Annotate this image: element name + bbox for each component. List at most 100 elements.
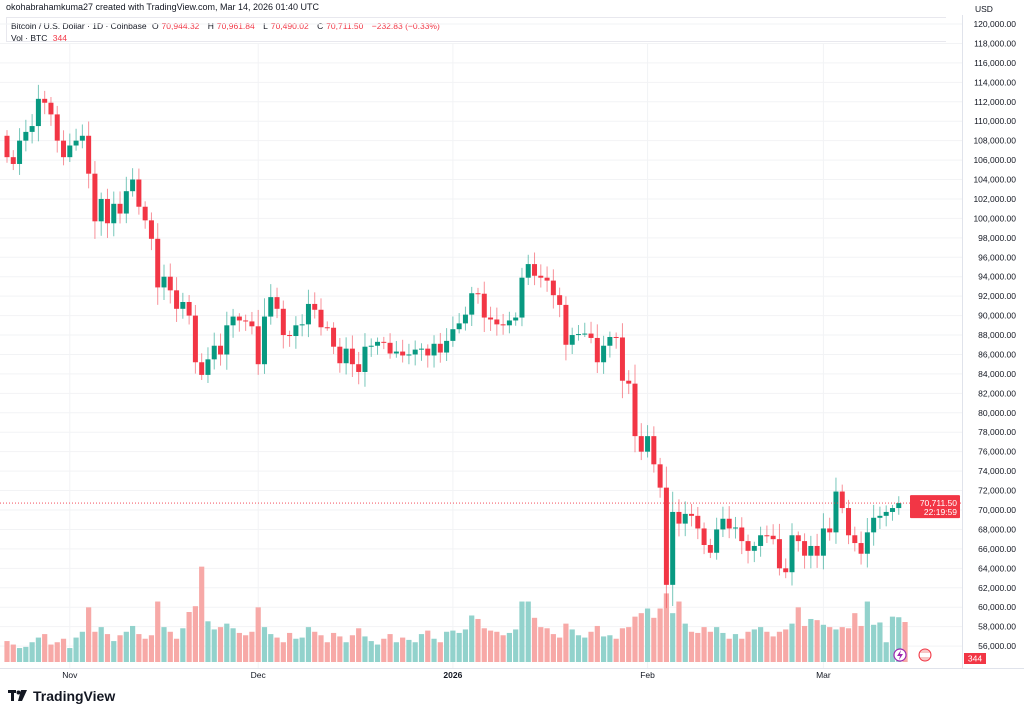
volume-bar xyxy=(626,627,632,662)
volume-bar xyxy=(111,641,117,662)
volume-bar xyxy=(632,616,638,662)
volume-bar xyxy=(35,637,41,662)
volume-bar xyxy=(864,601,870,662)
volume-bar xyxy=(167,631,173,662)
volume-bar xyxy=(199,566,205,662)
volume-bar xyxy=(619,628,626,662)
volume-bar xyxy=(387,634,393,662)
candle-body xyxy=(550,280,556,296)
volume-bar xyxy=(839,627,845,662)
y-tick-label: 78,000.00 xyxy=(978,427,1016,437)
candle-body xyxy=(10,157,16,164)
candle-body xyxy=(123,191,129,214)
candle-body xyxy=(92,173,98,222)
volume-bar xyxy=(400,637,406,662)
y-tick-label: 110,000.00 xyxy=(974,116,1016,126)
candle-body xyxy=(268,297,274,317)
candle-body xyxy=(192,315,198,363)
tradingview-logo[interactable]: TradingView xyxy=(8,688,115,704)
candle-body xyxy=(689,513,695,516)
candle-body xyxy=(431,343,437,356)
y-tick-label: 96,000.00 xyxy=(978,252,1016,262)
candle-body xyxy=(261,316,267,365)
volume-bar xyxy=(657,608,663,662)
candle-body xyxy=(437,343,443,353)
candle-body xyxy=(820,528,826,556)
candle-body xyxy=(494,319,500,325)
volume-bar xyxy=(230,628,236,662)
volume-badge xyxy=(964,653,986,664)
y-tick-label: 68,000.00 xyxy=(978,524,1016,534)
volume-bar xyxy=(192,606,198,662)
candle-body xyxy=(889,508,895,512)
volume-bar xyxy=(98,627,104,662)
x-tick-label: Nov xyxy=(62,670,78,680)
candle-body xyxy=(481,293,487,318)
candle-body xyxy=(726,518,732,529)
volume-bar xyxy=(236,632,242,662)
volume-bar xyxy=(437,642,443,662)
candle-body xyxy=(35,98,41,127)
candle-body xyxy=(814,545,820,556)
volume-bar xyxy=(393,642,399,662)
candle-body xyxy=(676,511,682,524)
candle-body xyxy=(682,513,688,524)
candle-body xyxy=(280,308,286,336)
y-tick-label: 62,000.00 xyxy=(978,583,1016,593)
volume-bar xyxy=(261,627,268,662)
candle-body xyxy=(343,348,349,364)
volume-bar xyxy=(663,593,669,662)
candle-body xyxy=(795,535,801,542)
candle-body xyxy=(142,206,148,221)
volume-bar xyxy=(820,624,826,662)
y-tick-label: 106,000.00 xyxy=(973,155,1016,165)
volume-bar xyxy=(481,628,487,662)
volume-bar xyxy=(243,635,249,662)
candle-body xyxy=(852,535,858,544)
candle-body xyxy=(218,345,224,355)
y-tick-label: 58,000.00 xyxy=(978,622,1016,632)
candle-body xyxy=(858,543,864,554)
volume-bar xyxy=(682,623,688,662)
candle-body xyxy=(161,276,167,288)
candle-body xyxy=(356,364,362,372)
volume-bar xyxy=(418,634,425,662)
volume-bar xyxy=(155,601,161,662)
volume-bar xyxy=(431,638,437,662)
volume-bar xyxy=(651,617,657,662)
last-price-label: 70,711.50 xyxy=(920,498,957,508)
y-tick-label: 80,000.00 xyxy=(978,408,1016,418)
y-tick-label: 108,000.00 xyxy=(973,136,1016,146)
symbol-title[interactable]: Bitcoin / U.S. Dollar · 1D · Coinbase xyxy=(11,21,147,31)
candle-body xyxy=(877,515,883,518)
candle-body xyxy=(104,198,110,224)
y-tick-label: 94,000.00 xyxy=(978,272,1016,282)
volume-bar xyxy=(92,631,98,662)
volume-bar xyxy=(86,607,92,662)
candle-body xyxy=(500,324,506,326)
candle-body xyxy=(513,317,519,321)
ohlc-low-label: L xyxy=(263,21,268,31)
volume-bar xyxy=(337,636,343,662)
volume-bar xyxy=(381,638,387,662)
ohlc-low-value: 70,490.02 xyxy=(270,21,309,31)
candle-body xyxy=(588,333,594,338)
ohlc-high: H 70,961.84 xyxy=(208,21,258,31)
y-tick-label: 120,000.00 xyxy=(973,19,1016,29)
ohlc-low: L 70,490.02 xyxy=(263,21,312,31)
candle-body xyxy=(362,346,368,372)
ohlc-close-label: C xyxy=(317,21,324,31)
volume-legend-label: Vol · BTC xyxy=(11,33,48,43)
candle-body xyxy=(720,518,726,530)
y-tick-label: 102,000.00 xyxy=(973,194,1016,204)
volume-bar xyxy=(79,631,85,662)
candle-body xyxy=(393,351,399,354)
volume-bar xyxy=(136,634,142,662)
volume-bar xyxy=(883,642,889,662)
candle-body xyxy=(29,126,35,132)
candle-body xyxy=(839,491,845,509)
volume-bar xyxy=(644,608,651,662)
candle-body xyxy=(412,349,418,355)
volume-bar xyxy=(563,623,569,662)
